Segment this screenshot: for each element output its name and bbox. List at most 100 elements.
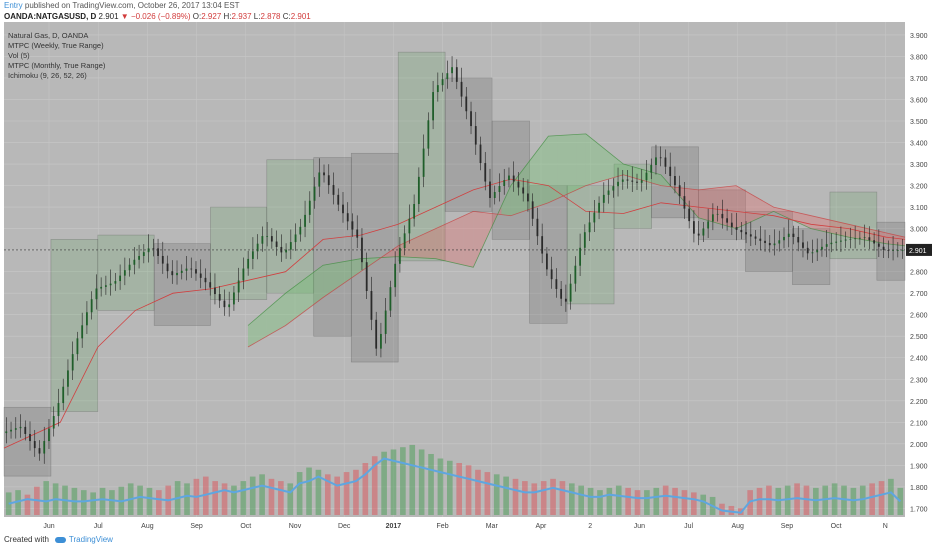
- legend-series[interactable]: Natural Gas, D, OANDA: [8, 31, 89, 40]
- ichimoku-cloud-segment: [745, 190, 755, 225]
- candle-body: [607, 190, 610, 195]
- candle-body: [825, 244, 828, 247]
- volume-bar: [137, 485, 143, 515]
- candle-body: [498, 186, 501, 192]
- candle-body: [512, 175, 515, 182]
- candle-body: [270, 236, 273, 242]
- ichimoku-cloud-segment: [285, 286, 295, 326]
- candle-body: [451, 67, 453, 74]
- ichimoku-cloud-segment: [416, 232, 427, 259]
- candle-body: [508, 175, 510, 181]
- range-box: [566, 185, 615, 305]
- y-tick-label: 3.500: [910, 119, 928, 126]
- volume-bar: [475, 469, 481, 515]
- low-label: L:: [253, 12, 261, 21]
- candle-body: [432, 92, 434, 121]
- candle-body: [811, 252, 814, 254]
- volume-bar: [202, 476, 209, 515]
- ichimoku-cloud-segment: [848, 224, 859, 239]
- ichimoku-cloud-segment: [538, 136, 549, 207]
- candle-body: [384, 310, 387, 334]
- ichimoku-cloud-segment: [585, 133, 596, 186]
- ichimoku-cloud-segment: [266, 301, 277, 337]
- y-tick-label: 3.100: [910, 205, 928, 212]
- ichimoku-cloud-segment: [820, 217, 830, 233]
- candle-body: [844, 239, 847, 241]
- candle-body: [427, 120, 430, 149]
- ichimoku-cloud-segment: [548, 135, 558, 203]
- candle-body: [636, 181, 638, 183]
- candle-body: [29, 433, 31, 442]
- candle-body: [640, 180, 643, 183]
- volume-bar: [569, 483, 575, 515]
- volume-bar: [691, 492, 697, 515]
- footer: Created with TradingView: [4, 535, 113, 544]
- candle-body: [802, 242, 804, 248]
- candle-body: [745, 232, 747, 235]
- candle-body: [157, 248, 159, 256]
- candle-body: [176, 272, 178, 276]
- candle-body: [688, 208, 691, 222]
- volume-bar: [794, 483, 800, 515]
- range-box: [444, 77, 493, 212]
- candle-body: [403, 233, 406, 249]
- candle-body: [460, 81, 463, 97]
- candle-body: [787, 233, 790, 237]
- candle-body: [337, 194, 340, 205]
- volume-bar: [24, 494, 31, 515]
- candle-body: [536, 218, 539, 237]
- range-box: [266, 159, 315, 294]
- legend-monthly-mtpc[interactable]: MTPC (Monthly, True Range): [8, 61, 106, 70]
- candle-body: [104, 285, 107, 287]
- ichimoku-cloud-segment: [567, 134, 577, 195]
- candle-body: [835, 241, 838, 243]
- ichimoku-cloud-segment: [501, 185, 511, 216]
- volume-bar: [43, 481, 50, 515]
- legend-weekly-mtpc[interactable]: MTPC (Weekly, True Range): [8, 41, 104, 50]
- candle-body: [797, 236, 800, 243]
- y-tick-label: 1.900: [910, 463, 928, 470]
- volume-bar: [644, 490, 650, 515]
- candle-body: [858, 237, 861, 239]
- volume-bar: [371, 456, 378, 515]
- tradingview-link[interactable]: TradingView: [68, 535, 113, 544]
- ichimoku-cloud-segment: [717, 186, 727, 226]
- candle-body: [730, 222, 733, 227]
- ichimoku-cloud-segment: [463, 211, 474, 268]
- indicator-legend: Natural Gas, D, OANDA MTPC (Weekly, True…: [8, 31, 105, 81]
- candle-body: [308, 200, 311, 215]
- candle-body: [716, 213, 719, 215]
- candle-body: [484, 163, 487, 182]
- candle-body: [10, 429, 12, 432]
- volume-bar: [456, 463, 463, 515]
- symbol-label[interactable]: OANDA:NATGASUSD, D: [4, 12, 97, 21]
- volume-bar: [418, 449, 425, 515]
- candle-body: [417, 176, 420, 205]
- range-box: [97, 234, 155, 311]
- y-tick-label: 3.400: [910, 141, 928, 148]
- candle-body: [887, 249, 890, 251]
- price-chart[interactable]: 3.900 3.800 3.700 3.600 3.500 3.400 3.300 3.200…: [0, 22, 932, 532]
- ichimoku-cloud-segment: [323, 263, 333, 298]
- range-box: [613, 163, 652, 229]
- ichimoku-cloud-segment: [689, 188, 699, 218]
- volume-bar: [334, 476, 340, 515]
- y-tick-label: 2.300: [910, 377, 928, 384]
- candle-body: [342, 204, 344, 214]
- candle-body: [394, 263, 397, 288]
- candle-body: [422, 148, 425, 177]
- candle-body: [560, 288, 563, 299]
- ichimoku-cloud-segment: [313, 265, 324, 305]
- candle-body: [223, 300, 226, 308]
- author-link[interactable]: Entry: [4, 1, 23, 10]
- y-tick-label: 2.400: [910, 356, 928, 363]
- candle-body: [180, 270, 183, 273]
- legend-volume[interactable]: Vol (5): [8, 51, 30, 60]
- legend-ichimoku[interactable]: Ichimoku (9, 26, 52, 26): [8, 71, 87, 80]
- volume-bar: [531, 483, 538, 515]
- down-arrow-icon: ▼: [120, 12, 129, 21]
- candle-body: [522, 187, 525, 194]
- candle-body: [678, 185, 681, 197]
- volume-bar: [80, 490, 87, 515]
- volume-bar: [672, 487, 678, 515]
